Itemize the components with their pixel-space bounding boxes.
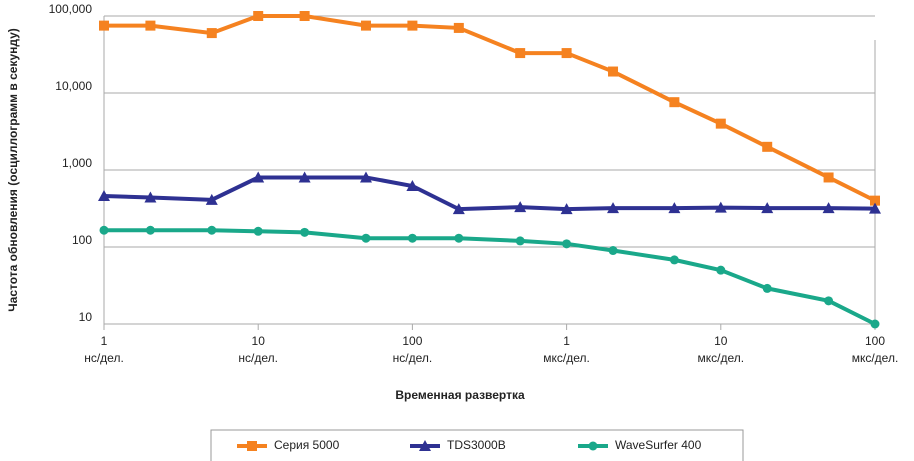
data-point <box>407 20 418 31</box>
data-point <box>608 66 619 77</box>
data-point <box>144 191 157 203</box>
data-point <box>669 255 679 265</box>
data-point <box>299 11 310 21</box>
legend-label: TDS3000B <box>447 438 506 452</box>
data-point <box>515 236 525 246</box>
data-point <box>298 171 311 183</box>
data-point <box>407 233 417 243</box>
legend-marker <box>419 440 431 451</box>
data-point <box>560 203 573 215</box>
data-point <box>253 226 263 236</box>
data-point <box>360 20 371 31</box>
data-point <box>252 171 265 183</box>
x-tick-unit: нс/дел. <box>393 351 433 365</box>
data-point <box>361 233 371 243</box>
data-point <box>822 202 835 214</box>
data-point <box>561 48 572 59</box>
y-tick-label: 1,000 <box>62 156 92 170</box>
data-point <box>145 225 155 235</box>
x-tick-unit: мкс/дел. <box>698 351 745 365</box>
x-tick-unit: нс/дел. <box>238 351 278 365</box>
legend-marker <box>247 441 257 451</box>
data-point <box>145 20 156 31</box>
data-point <box>206 28 217 39</box>
x-tick-label: 1 <box>563 334 570 348</box>
data-point <box>668 202 681 214</box>
legend-label: WaveSurfer 400 <box>615 438 702 452</box>
data-point <box>608 246 618 256</box>
data-point <box>406 179 419 191</box>
data-point <box>99 225 109 235</box>
data-point <box>253 11 264 21</box>
series-line <box>103 175 876 212</box>
data-point <box>607 202 620 214</box>
data-point <box>98 189 110 201</box>
y-axis-title: Частота обновления (осциллограмм в секун… <box>6 28 20 312</box>
data-point <box>99 20 109 31</box>
data-point <box>870 319 880 329</box>
x-tick-label: 100 <box>402 334 422 348</box>
data-point <box>714 201 727 213</box>
series-line <box>104 228 876 326</box>
data-point <box>562 239 572 249</box>
data-point <box>716 265 726 275</box>
series-line <box>104 14 876 203</box>
data-point <box>669 97 680 108</box>
legend-label: Серия 5000 <box>274 438 340 452</box>
legend-box <box>210 429 744 461</box>
data-point <box>870 195 880 206</box>
y-tick-label: 100 <box>72 233 92 247</box>
data-point <box>207 225 217 235</box>
legend-marker <box>588 441 598 451</box>
x-tick-unit: мкс/дел. <box>543 351 590 365</box>
data-point <box>205 193 218 205</box>
data-point <box>300 227 310 237</box>
data-point <box>514 201 527 213</box>
data-point <box>761 202 774 214</box>
data-point <box>869 202 881 214</box>
data-point <box>452 203 465 215</box>
x-axis-title: Временная развертка <box>395 388 525 402</box>
x-tick-label: 1 <box>101 334 108 348</box>
data-point <box>454 233 464 243</box>
data-point <box>715 118 726 129</box>
x-tick-label: 10 <box>252 334 266 348</box>
data-point <box>359 171 372 183</box>
data-point <box>823 172 834 183</box>
y-tick-label: 10 <box>79 310 93 324</box>
data-point <box>762 283 772 293</box>
y-tick-label: 10,000 <box>55 79 92 93</box>
y-tick-label: 100,000 <box>49 2 93 16</box>
x-tick-unit: нс/дел. <box>84 351 124 365</box>
data-point <box>762 141 773 152</box>
x-tick-label: 10 <box>714 334 728 348</box>
x-tick-label: 100 <box>865 334 885 348</box>
x-tick-unit: мкс/дел. <box>852 351 899 365</box>
data-point <box>824 296 834 306</box>
data-point <box>515 48 526 59</box>
data-point <box>453 22 464 33</box>
